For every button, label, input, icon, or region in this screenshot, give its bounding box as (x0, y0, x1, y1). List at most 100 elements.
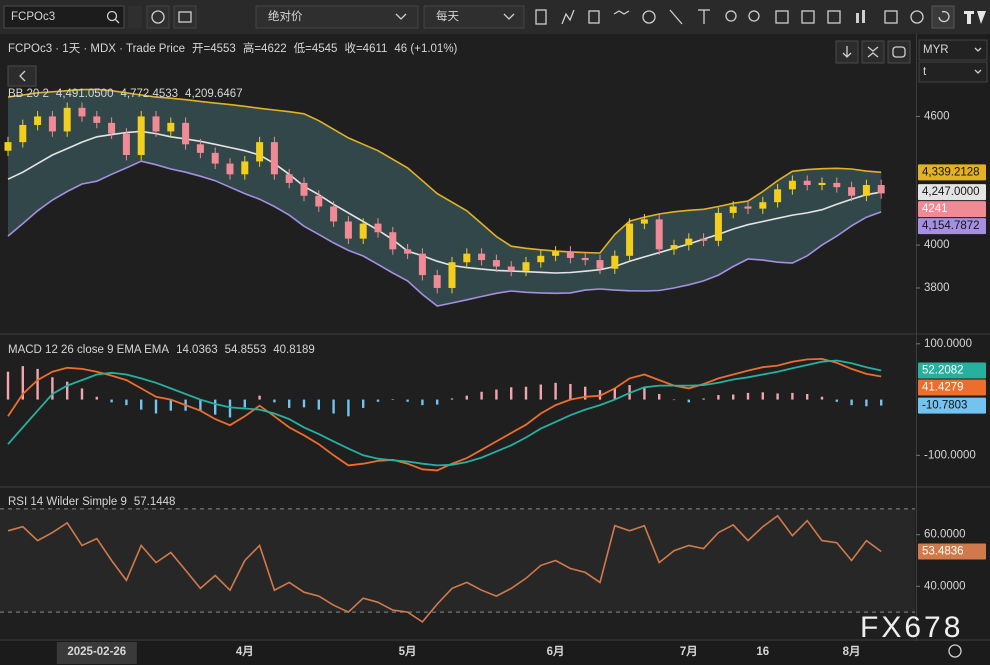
tool-icon[interactable] (856, 13, 859, 23)
candle-body (656, 219, 663, 249)
histogram-bar (540, 385, 542, 400)
histogram-bar (673, 400, 675, 401)
candle-body (789, 181, 796, 190)
candle-body (685, 239, 692, 245)
y-tick-label: 60.0000 (924, 529, 966, 541)
x-tick-label: 8月 (843, 645, 861, 658)
histogram-bar (199, 400, 201, 411)
currency[interactable]: MYR (923, 44, 949, 56)
histogram-bar (392, 399, 394, 400)
y-tick-label: 4600 (924, 110, 950, 122)
candle-body (463, 254, 470, 263)
histogram-bar (96, 397, 98, 400)
candle-body (256, 142, 263, 161)
candle-body (49, 116, 56, 131)
histogram-bar (140, 400, 142, 410)
price-mode[interactable]: 绝对价 (268, 9, 303, 23)
histogram-bar (170, 400, 172, 411)
pane-maximize-button[interactable] (888, 41, 910, 63)
histogram-bar (125, 400, 127, 406)
y-tick-label: 4000 (924, 239, 950, 251)
histogram-bar (614, 388, 616, 399)
candle-body (419, 254, 426, 275)
legend-text: 40.8189 (273, 344, 315, 356)
histogram-bar (229, 400, 231, 418)
histogram-bar (865, 400, 867, 407)
legend-text: 14.0363 (176, 344, 218, 356)
x-tick-label: 4月 (236, 645, 254, 658)
candle-body (301, 183, 308, 196)
candle-body (730, 206, 737, 212)
candle-body (537, 256, 544, 262)
x-tick-label: 6月 (547, 645, 565, 658)
histogram-bar (762, 392, 764, 399)
candle-body (878, 185, 885, 193)
folder-button[interactable] (174, 6, 196, 28)
legend-text: 高=4622 (243, 41, 287, 55)
candle-body (19, 125, 26, 142)
candle-body (449, 262, 456, 288)
add-button[interactable] (147, 6, 169, 28)
histogram-bar (702, 398, 704, 399)
candle-body (5, 142, 12, 151)
histogram-bar (569, 384, 571, 400)
value-badge-label: 52.2082 (922, 364, 964, 376)
value-badge-label: 4,154.7872 (922, 220, 980, 232)
histogram-bar (732, 395, 734, 400)
watermark: FX678 (860, 611, 963, 644)
candle-body (330, 206, 337, 221)
value-badge-label: 4241 (922, 203, 948, 215)
histogram-bar (377, 400, 379, 402)
histogram-bar (347, 400, 349, 417)
histogram-bar (155, 400, 157, 414)
histogram-bar (451, 398, 453, 399)
candle-body (567, 252, 574, 258)
time-axis (0, 641, 990, 665)
button[interactable] (128, 6, 142, 28)
legend-text: 低=4545 (294, 42, 338, 55)
candle-body (626, 224, 633, 256)
symbol[interactable]: FCPOc3 (11, 11, 55, 23)
histogram-bar (406, 400, 408, 402)
candle-body (833, 183, 840, 187)
legend-text: 57.1448 (134, 496, 176, 508)
candle-body (700, 239, 707, 241)
histogram-bar (525, 387, 527, 400)
interval[interactable]: 每天 (436, 9, 459, 23)
histogram-bar (747, 393, 749, 400)
histogram-bar (436, 400, 438, 405)
histogram-bar (332, 400, 334, 414)
candle-body (315, 196, 322, 207)
histogram-bar (836, 400, 838, 402)
candle-body (715, 213, 722, 241)
candle-body (582, 258, 589, 260)
histogram-bar (850, 400, 852, 406)
legend-text: 4,772.4533 (120, 88, 178, 100)
pane-collapse-button[interactable] (862, 41, 884, 63)
histogram-bar (303, 400, 305, 408)
histogram-bar (362, 400, 364, 408)
candle-body (404, 249, 411, 253)
candle-body (863, 185, 870, 196)
reset-button[interactable] (932, 6, 954, 28)
histogram-bar (717, 395, 719, 399)
tool-icon (862, 10, 865, 23)
x-tick-label: 5月 (399, 645, 417, 658)
value-badge-label: 41.4279 (922, 381, 964, 393)
legend-text: 收=4611 (344, 41, 387, 55)
histogram-bar (318, 400, 320, 410)
y-tick-label: -100.0000 (924, 449, 976, 461)
value-badge-label: 4,339.2128 (922, 166, 980, 178)
collapse-button[interactable] (8, 66, 36, 86)
histogram-bar (643, 387, 645, 400)
legend-text: 4,209.6467 (185, 88, 243, 100)
histogram-bar (480, 392, 482, 400)
candle-body (182, 123, 189, 144)
candle-body (745, 206, 752, 208)
candle-body (774, 189, 781, 202)
candle-body (153, 116, 160, 131)
histogram-bar (36, 369, 38, 400)
histogram-bar (495, 390, 497, 400)
histogram-bar (821, 397, 823, 400)
